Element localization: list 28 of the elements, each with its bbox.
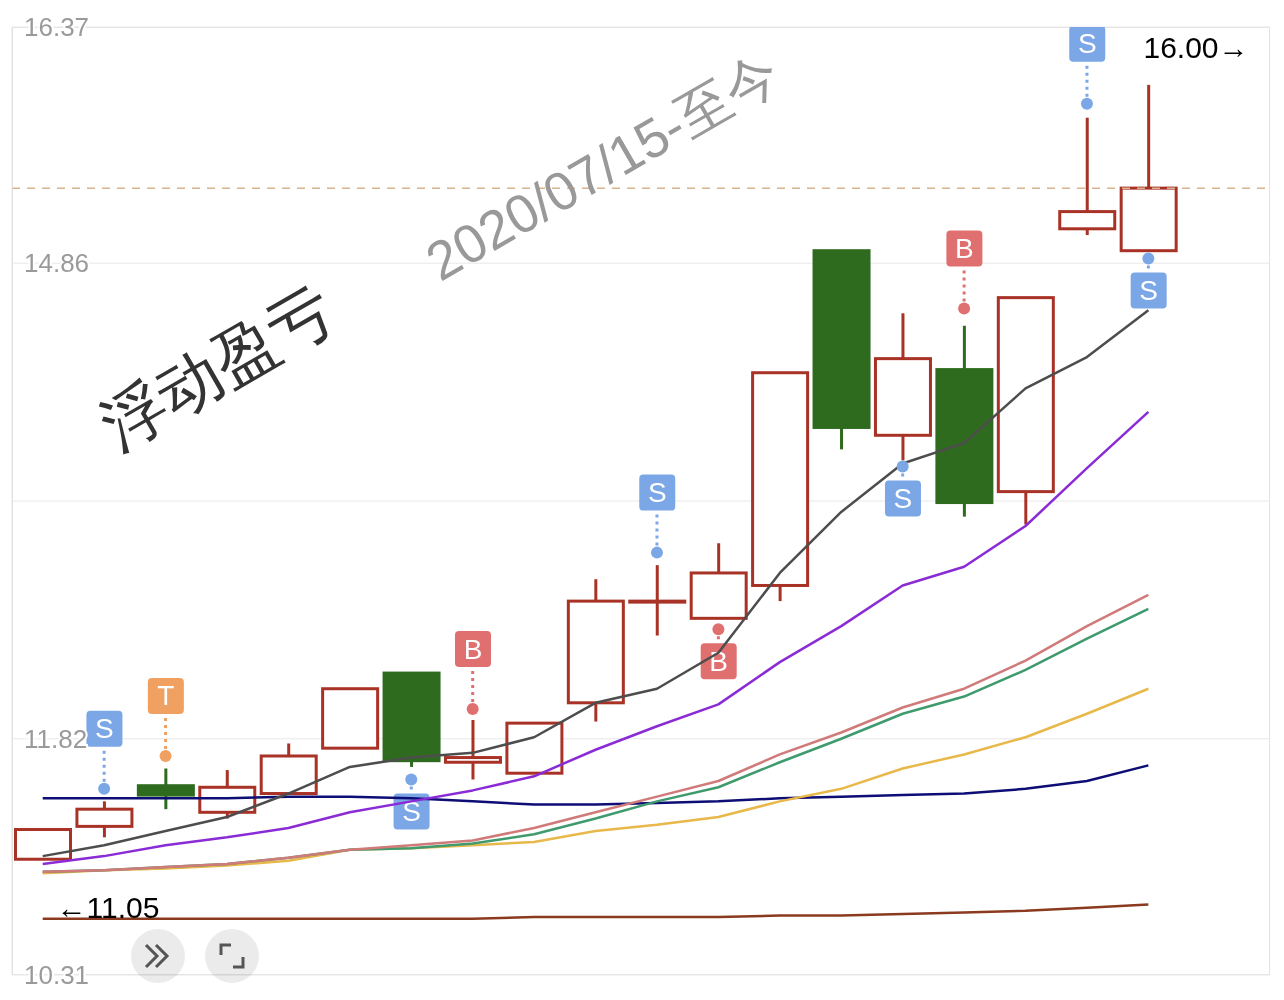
data-label: S bbox=[647, 477, 667, 509]
data-label: T bbox=[157, 680, 175, 712]
data-label: S bbox=[1077, 28, 1097, 60]
point bbox=[896, 460, 909, 473]
y-tick-label: 11.82 bbox=[24, 723, 88, 754]
annotation: ←11.05 bbox=[56, 891, 160, 925]
data-label: S bbox=[893, 483, 913, 515]
point bbox=[405, 773, 418, 786]
data-label: B bbox=[955, 233, 974, 265]
data-label: S bbox=[1139, 275, 1159, 307]
y-tick-label: 10.31 bbox=[24, 960, 90, 990]
point bbox=[466, 703, 479, 716]
point bbox=[1142, 252, 1155, 265]
point bbox=[98, 782, 111, 795]
data-label: B bbox=[463, 633, 483, 665]
annotation: 浮动盈亏 bbox=[87, 272, 348, 465]
point bbox=[159, 749, 172, 762]
point bbox=[958, 302, 971, 315]
data-label: S bbox=[402, 795, 421, 827]
y-tick-label: 16.37 bbox=[24, 12, 90, 42]
data-label: S bbox=[95, 713, 114, 745]
annotation: 16.00→ bbox=[1143, 31, 1249, 65]
candlestick bbox=[443, 720, 502, 780]
point bbox=[712, 623, 725, 636]
candlestick bbox=[628, 565, 687, 636]
point bbox=[650, 546, 663, 559]
y-tick-label: 14.86 bbox=[24, 248, 90, 279]
point bbox=[1080, 97, 1093, 110]
